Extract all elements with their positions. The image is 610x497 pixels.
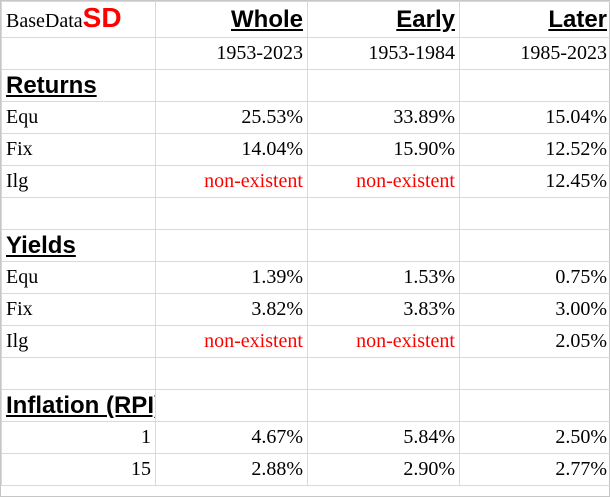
cell-value[interactable]: 5.84% xyxy=(307,421,460,454)
section-header-row: Returns xyxy=(1,69,610,102)
empty-cell[interactable] xyxy=(459,197,610,230)
table-row: 15 2.88% 2.90% 2.77% xyxy=(1,453,610,486)
section-title-yields[interactable]: Yields xyxy=(1,229,156,262)
cell-value[interactable]: 3.82% xyxy=(155,293,308,326)
row-label[interactable]: Equ xyxy=(1,101,156,134)
row-label[interactable]: Fix xyxy=(1,293,156,326)
table-row: Equ 25.53% 33.89% 15.04% xyxy=(1,101,610,134)
cell-value[interactable]: 25.53% xyxy=(155,101,308,134)
range-row: 1953-2023 1953-1984 1985-2023 xyxy=(1,37,610,70)
section-header-row: Inflation (RPI) xyxy=(1,389,610,422)
cell-value-missing[interactable]: non-existent xyxy=(307,325,460,358)
row-label[interactable]: Fix xyxy=(1,133,156,166)
cell-value[interactable]: 3.00% xyxy=(459,293,610,326)
column-header-early[interactable]: Early xyxy=(307,1,460,38)
empty-cell[interactable] xyxy=(459,229,610,262)
cell-value[interactable]: 12.52% xyxy=(459,133,610,166)
brand-sd-text: SD xyxy=(82,2,122,34)
blank-row xyxy=(1,357,610,390)
cell-value-missing[interactable]: non-existent xyxy=(155,165,308,198)
empty-cell[interactable] xyxy=(1,357,156,390)
cell-value[interactable]: 1.53% xyxy=(307,261,460,294)
cell-value[interactable]: 2.90% xyxy=(307,453,460,486)
header-row: BaseDataSD Whole Early Later xyxy=(1,1,610,38)
column-header-whole[interactable]: Whole xyxy=(155,1,308,38)
cell-value[interactable]: 15.90% xyxy=(307,133,460,166)
cell-value[interactable]: 1.39% xyxy=(155,261,308,294)
empty-cell[interactable] xyxy=(459,357,610,390)
empty-cell[interactable] xyxy=(155,197,308,230)
range-early[interactable]: 1953-1984 xyxy=(307,37,460,70)
blank-row xyxy=(1,197,610,230)
cell-value[interactable]: 2.77% xyxy=(459,453,610,486)
table-row: 1 4.67% 5.84% 2.50% xyxy=(1,421,610,454)
brand-base-text: BaseData xyxy=(6,10,83,32)
empty-cell[interactable] xyxy=(155,69,308,102)
empty-cell[interactable] xyxy=(307,357,460,390)
cell-value[interactable]: 14.04% xyxy=(155,133,308,166)
table-row: Ilg non-existent non-existent 2.05% xyxy=(1,325,610,358)
cell-value[interactable]: 2.50% xyxy=(459,421,610,454)
cell-value-missing[interactable]: non-existent xyxy=(307,165,460,198)
data-table: BaseDataSD Whole Early Later 1953-2023 1… xyxy=(1,1,610,486)
cell-value[interactable]: 12.45% xyxy=(459,165,610,198)
row-label[interactable]: Ilg xyxy=(1,325,156,358)
cell-value[interactable]: 3.83% xyxy=(307,293,460,326)
cell-value[interactable]: 4.67% xyxy=(155,421,308,454)
row-label[interactable]: 1 xyxy=(1,421,156,454)
empty-cell[interactable] xyxy=(459,69,610,102)
cell-value[interactable]: 0.75% xyxy=(459,261,610,294)
table-row: Fix 3.82% 3.83% 3.00% xyxy=(1,293,610,326)
empty-cell[interactable] xyxy=(307,389,460,422)
empty-cell[interactable] xyxy=(155,389,308,422)
empty-cell[interactable] xyxy=(1,197,156,230)
table-row: Fix 14.04% 15.90% 12.52% xyxy=(1,133,610,166)
section-title-inflation[interactable]: Inflation (RPI) xyxy=(1,389,156,422)
cell-value[interactable]: 2.88% xyxy=(155,453,308,486)
cell-value[interactable]: 2.05% xyxy=(459,325,610,358)
row-label[interactable]: Equ xyxy=(1,261,156,294)
empty-cell[interactable] xyxy=(307,69,460,102)
table-row: Ilg non-existent non-existent 12.45% xyxy=(1,165,610,198)
brand-cell[interactable]: BaseDataSD xyxy=(1,1,156,38)
row-label[interactable]: 15 xyxy=(1,453,156,486)
range-whole[interactable]: 1953-2023 xyxy=(155,37,308,70)
empty-cell[interactable] xyxy=(1,37,156,70)
empty-cell[interactable] xyxy=(155,229,308,262)
empty-cell[interactable] xyxy=(307,229,460,262)
cell-value[interactable]: 15.04% xyxy=(459,101,610,134)
empty-cell[interactable] xyxy=(459,389,610,422)
cell-value-missing[interactable]: non-existent xyxy=(155,325,308,358)
column-header-later[interactable]: Later xyxy=(459,1,610,38)
table-row: Equ 1.39% 1.53% 0.75% xyxy=(1,261,610,294)
empty-cell[interactable] xyxy=(155,357,308,390)
row-label[interactable]: Ilg xyxy=(1,165,156,198)
section-title-returns[interactable]: Returns xyxy=(1,69,156,102)
empty-cell[interactable] xyxy=(307,197,460,230)
cell-value[interactable]: 33.89% xyxy=(307,101,460,134)
range-later[interactable]: 1985-2023 xyxy=(459,37,610,70)
section-header-row: Yields xyxy=(1,229,610,262)
